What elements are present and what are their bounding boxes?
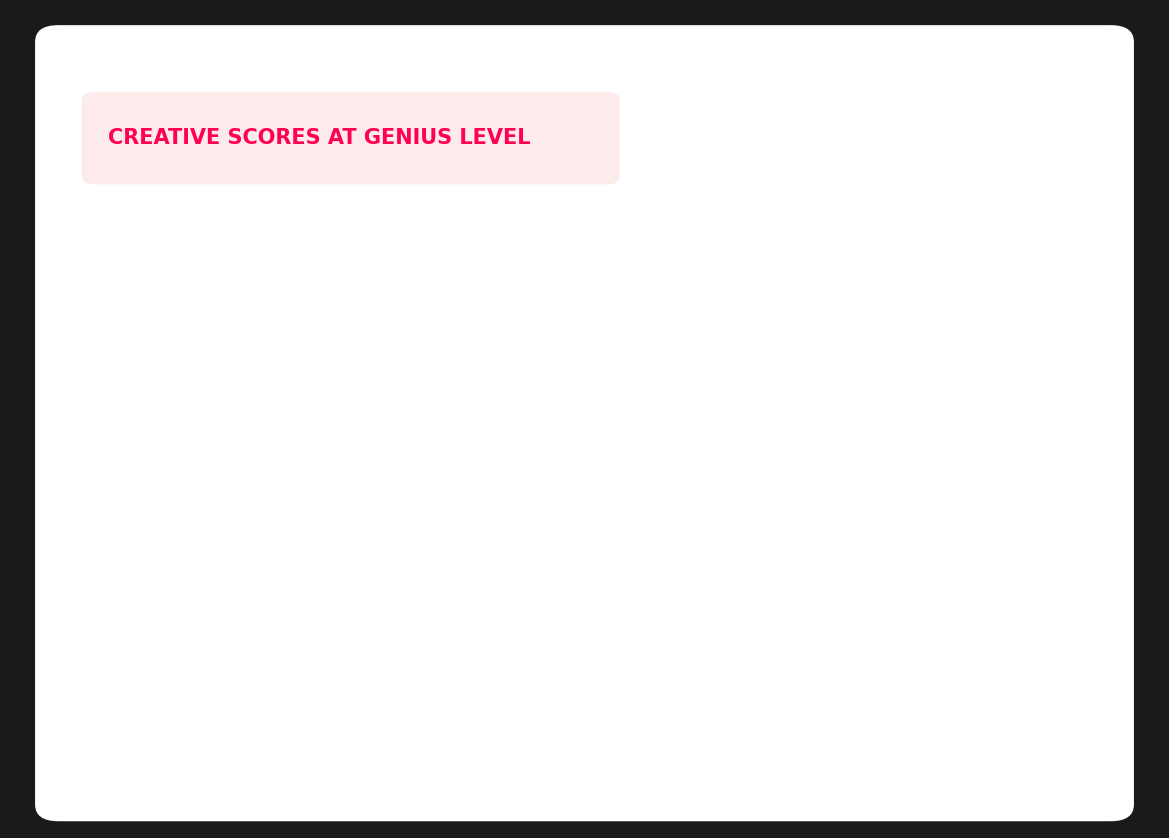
Bar	[184, 294, 291, 721]
Bar	[948, 696, 1056, 721]
Bar	[438, 568, 546, 721]
Text: CREATIVE SCORES AT GENIUS LEVEL: CREATIVE SCORES AT GENIUS LEVEL	[108, 128, 530, 148]
Bar	[693, 615, 801, 721]
